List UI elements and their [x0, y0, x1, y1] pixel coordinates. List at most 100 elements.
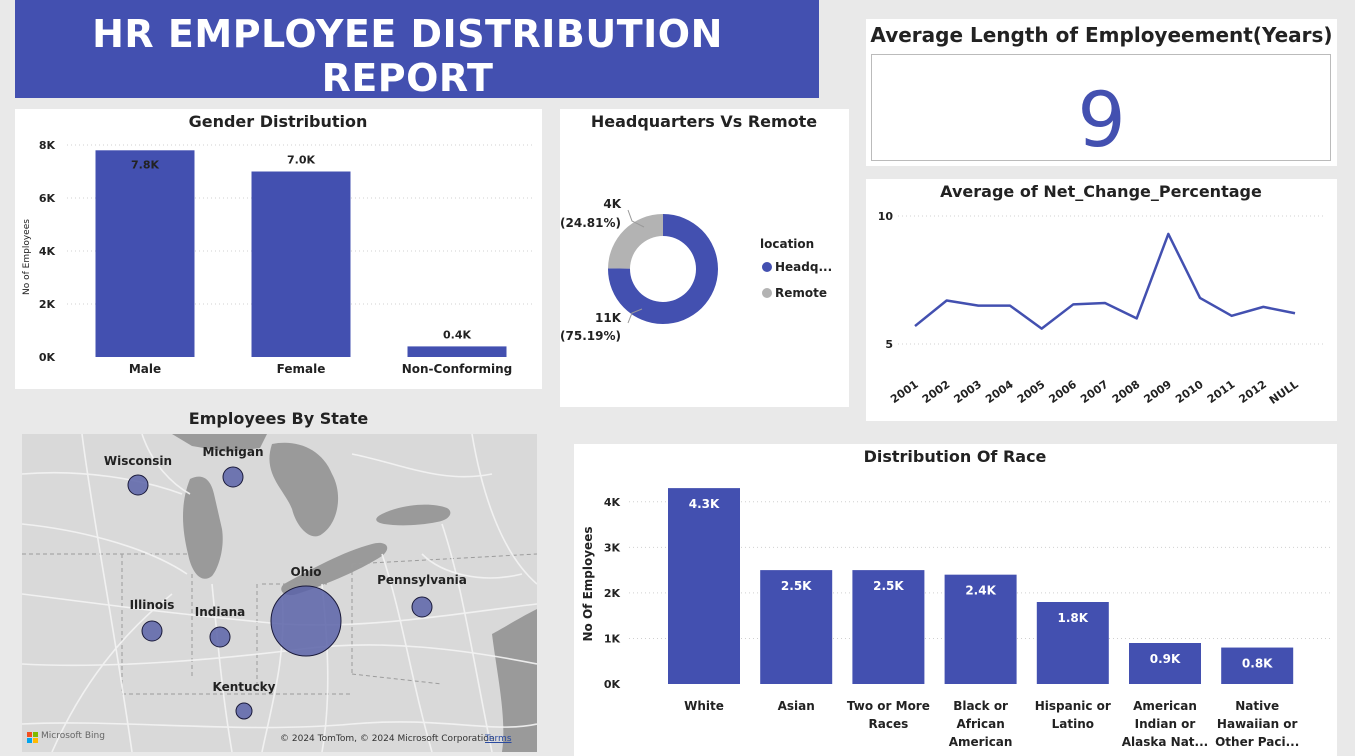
- net-x-tick: 2012: [1237, 378, 1270, 406]
- ocean-shape: [492, 609, 537, 752]
- race-y-tick: 2K: [604, 587, 621, 600]
- net-x-tick: 2011: [1205, 378, 1238, 406]
- gender-chart-panel[interactable]: Gender Distribution No of Employees 0K 2K…: [15, 109, 542, 389]
- location-legend-label[interactable]: Remote: [775, 286, 827, 300]
- location-chart: Headquarters Vs Remote 4K (24.81%) 11K (75.…: [560, 112, 832, 343]
- race-x-tick: Other Paci...: [1215, 735, 1299, 749]
- gender-x-tick: Female: [277, 362, 326, 376]
- bing-label: Microsoft Bing: [41, 731, 105, 741]
- race-chart-panel[interactable]: Distribution Of Race No Of Employees 0K 1…: [574, 444, 1337, 756]
- location-data-label: (24.81%): [560, 216, 621, 230]
- state-borders: [22, 553, 537, 695]
- race-y-tick: 3K: [604, 541, 621, 554]
- race-bar[interactable]: [852, 570, 925, 684]
- race-x-tick: Races: [869, 717, 909, 731]
- location-slice[interactable]: [608, 214, 718, 324]
- location-legend-label[interactable]: Headq...: [775, 260, 832, 274]
- location-chart-title: Headquarters Vs Remote: [591, 112, 817, 131]
- race-bar[interactable]: [1036, 602, 1109, 684]
- race-data-label: 0.9K: [1150, 652, 1181, 666]
- lake-shape: [172, 434, 267, 452]
- lake-michigan-shape: [183, 476, 223, 579]
- state-bubble[interactable]: [270, 585, 342, 657]
- net-x-tick: NULL: [1267, 378, 1301, 407]
- gender-y-tick: 8K: [39, 139, 56, 152]
- state-label: Pennsylvania: [377, 573, 467, 587]
- net-x-tick: 2001: [888, 378, 921, 406]
- location-data-label: 11K: [595, 311, 622, 325]
- race-bar[interactable]: [1221, 647, 1294, 684]
- location-legend-marker: [762, 288, 772, 298]
- race-x-tick: American: [949, 735, 1013, 749]
- location-chart-panel[interactable]: Headquarters Vs Remote 4K (24.81%) 11K (75.…: [560, 109, 849, 407]
- net-series-line[interactable]: [914, 232, 1296, 330]
- net-x-tick: 2004: [983, 378, 1016, 406]
- location-data-label: 4K: [603, 197, 621, 211]
- map-terms-link[interactable]: Terms: [485, 734, 512, 744]
- state-bubble[interactable]: [411, 596, 433, 618]
- race-bar[interactable]: [760, 570, 833, 684]
- state-label: Illinois: [130, 598, 175, 612]
- map-title: Employees By State: [188, 409, 369, 428]
- state-bubble[interactable]: [141, 620, 163, 642]
- map-canvas[interactable]: Wisconsin Michigan Illinois Indiana Ohio Penn…: [22, 434, 537, 752]
- kpi-value: 9: [1077, 75, 1126, 164]
- race-y-tick: 0K: [604, 678, 621, 691]
- race-data-label: 0.8K: [1242, 657, 1273, 671]
- report-title: HR EMPLOYEE DISTRIBUTION REPORT: [92, 12, 723, 100]
- gender-bar[interactable]: [407, 346, 507, 357]
- race-x-tick: Black or: [953, 699, 1008, 713]
- race-data-label: 2.5K: [873, 579, 904, 593]
- lake-erie-shape: [281, 542, 388, 596]
- net-change-chart-panel[interactable]: Average of Net_Change_Percentage 5 10 2001…: [866, 179, 1337, 421]
- lake-huron-shape: [269, 442, 339, 537]
- state-bubble[interactable]: [209, 626, 231, 648]
- gender-bar[interactable]: [95, 150, 195, 357]
- gender-chart-title: Gender Distribution: [189, 112, 368, 131]
- gender-data-label: 7.0K: [287, 154, 315, 167]
- race-bar[interactable]: [944, 574, 1017, 684]
- race-bar[interactable]: [1129, 643, 1201, 684]
- location-leader-line: [627, 308, 643, 324]
- race-x-tick: Native: [1235, 699, 1279, 713]
- map-bubbles: Wisconsin Michigan Illinois Indiana Ohio Penn…: [104, 445, 467, 720]
- net-change-chart-title: Average of Net_Change_Percentage: [940, 182, 1262, 201]
- kpi-box: [871, 54, 1331, 161]
- gender-y-tick: 6K: [39, 192, 56, 205]
- net-x-tick: 2006: [1047, 378, 1080, 406]
- race-data-label: 2.5K: [781, 579, 812, 593]
- state-label: Indiana: [195, 605, 245, 619]
- state-bubble[interactable]: [127, 474, 149, 496]
- state-label: Ohio: [290, 565, 321, 579]
- location-data-label: (75.19%): [560, 329, 621, 343]
- state-map[interactable]: Wisconsin Michigan Illinois Indiana Ohio Penn…: [22, 434, 537, 752]
- race-y-tick: 1K: [604, 632, 621, 645]
- gender-y-tick: 0K: [39, 351, 56, 364]
- net-x-tick: 2002: [920, 378, 953, 406]
- race-x-tick: Asian: [778, 699, 815, 713]
- race-x-tick: White: [684, 699, 724, 713]
- race-y-axis-label: No Of Employees: [581, 527, 595, 642]
- location-slice[interactable]: [608, 214, 663, 269]
- gender-chart: Gender Distribution No of Employees 0K 2K…: [22, 112, 535, 376]
- bing-logo-icon: [27, 732, 38, 743]
- kpi-title: Average Length of Employeement(Years): [870, 23, 1333, 47]
- race-x-tick: Alaska Nat...: [1122, 735, 1208, 749]
- state-bubble[interactable]: [222, 466, 244, 488]
- gender-bar[interactable]: [251, 171, 351, 358]
- race-chart: Distribution Of Race No Of Employees 0K 1…: [581, 447, 1330, 749]
- gender-x-tick: Male: [129, 362, 161, 376]
- net-x-tick: 2009: [1142, 378, 1175, 406]
- gender-data-label: 0.4K: [443, 328, 471, 341]
- race-bar[interactable]: [668, 488, 740, 684]
- net-y-tick: 5: [885, 338, 893, 351]
- race-chart-title: Distribution Of Race: [864, 447, 1047, 466]
- net-x-tick: 2003: [952, 378, 985, 406]
- state-label: Kentucky: [213, 680, 276, 694]
- net-x-tick: 2010: [1173, 378, 1206, 406]
- race-data-label: 2.4K: [965, 584, 996, 598]
- state-bubble[interactable]: [235, 702, 253, 720]
- gender-data-label: 7.8K: [131, 158, 159, 171]
- gender-y-tick: 4K: [39, 245, 56, 258]
- gender-y-axis-label: No of Employees: [22, 219, 32, 295]
